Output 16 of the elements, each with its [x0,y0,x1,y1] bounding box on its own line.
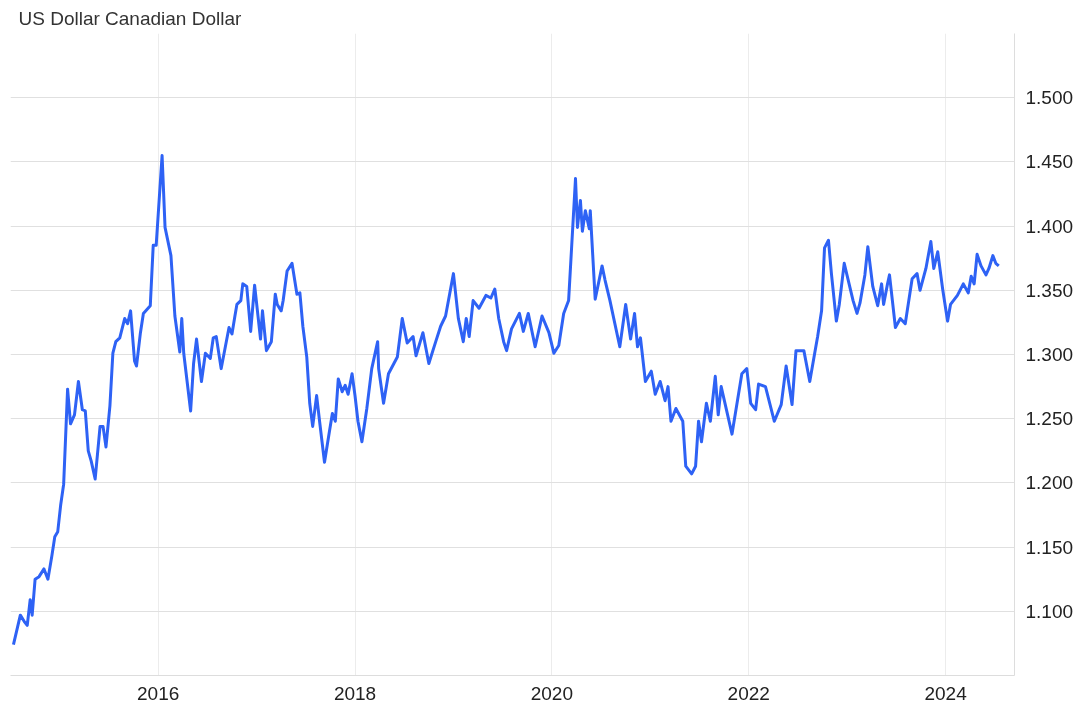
x-tick-label: 2016 [137,682,180,702]
x-tick-label: 2018 [333,682,377,702]
line-series [11,153,1001,647]
y-tick-label: 1.200 [1025,472,1074,494]
x-tick-label: 2020 [530,682,574,702]
y-tick-label: 1.250 [1025,408,1074,430]
y-tick-label: 1.400 [1025,215,1074,237]
y-tick-label: 1.500 [1025,87,1074,109]
chart-title: US Dollar Canadian Dollar [18,7,242,29]
y-tick-label: 1.100 [1025,600,1074,622]
x-tick-label: 2022 [727,682,770,702]
y-tick-label: 1.350 [1025,279,1074,301]
x-tick-label: 2024 [924,682,968,702]
y-tick-label: 1.150 [1025,536,1074,558]
y-tick-label: 1.450 [1025,151,1074,173]
y-tick-label: 1.300 [1025,344,1074,365]
